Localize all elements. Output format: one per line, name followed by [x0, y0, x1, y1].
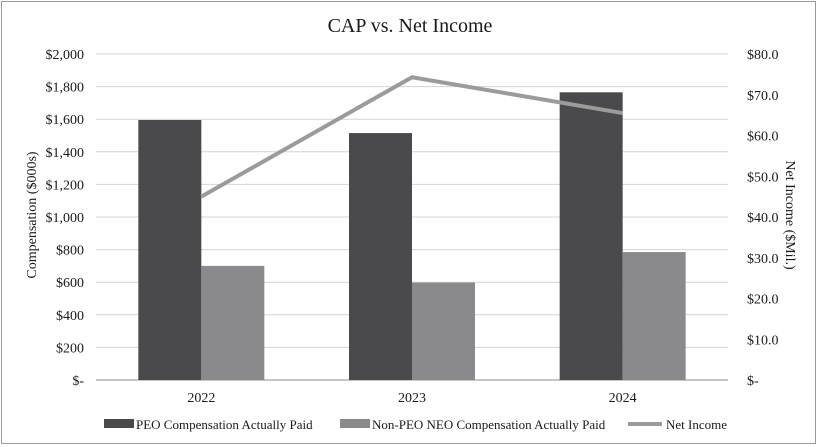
- y2-tick-label: $10.0: [747, 333, 779, 348]
- non-peo-neo-cap-bar: [412, 282, 475, 380]
- y-tick-label: $400: [56, 309, 84, 324]
- y-tick-label: $1,000: [46, 211, 85, 226]
- y-tick-label: $1,600: [46, 113, 85, 128]
- net-income-line-group: [200, 75, 624, 199]
- legend-non-peo-neo-cap-label: Non-PEO NEO Compensation Actually Paid: [372, 417, 606, 432]
- y-tick-label: $-: [72, 374, 84, 389]
- left-axis-ticks: $- $200 $400 $600 $800 $1,000 $1,200 $1,400 $1,6…: [46, 48, 85, 389]
- x-tick-label: 2023: [398, 391, 426, 406]
- y2-tick-label: $40.0: [747, 211, 779, 226]
- y2-tick-label: $20.0: [747, 293, 779, 308]
- legend-peo-cap-label: PEO Compensation Actually Paid: [136, 417, 313, 432]
- net-income-line: [200, 75, 624, 199]
- y2-tick-label: $80.0: [747, 48, 779, 63]
- y2-tick-label: $60.0: [747, 130, 779, 145]
- y-tick-label: $200: [56, 341, 84, 356]
- legend-peo-cap-swatch: [104, 419, 134, 428]
- x-axis-ticks: 2022 2023 2024: [187, 391, 636, 406]
- peo-cap-bar: [559, 92, 623, 381]
- x-tick-label: 2022: [187, 391, 215, 406]
- y-axis-title: Compensation ($000s): [25, 151, 40, 278]
- chart-title: CAP vs. Net Income: [328, 15, 493, 37]
- x-tick-label: 2024: [609, 391, 637, 406]
- y2-tick-label: $70.0: [747, 89, 779, 104]
- non-peo-neo-cap-bar: [622, 252, 686, 380]
- peo-cap-bar: [138, 120, 202, 380]
- y2-tick-label: $30.0: [747, 252, 779, 267]
- y2-tick-label: $-: [747, 374, 759, 389]
- y-tick-label: $1,400: [46, 146, 85, 161]
- legend: PEO Compensation Actually Paid Non-PEO NE…: [104, 417, 727, 432]
- legend-non-peo-neo-cap-swatch: [340, 419, 370, 428]
- y-tick-label: $800: [56, 244, 84, 259]
- y2-tick-label: $50.0: [747, 170, 779, 185]
- right-axis-ticks: $- $10.0 $20.0 $30.0 $40.0 $50.0 $60.0 $70.0 $80…: [747, 48, 779, 389]
- y-tick-label: $600: [56, 276, 84, 291]
- bars: [138, 92, 686, 381]
- y2-axis-title: Net Income ($Mil.): [782, 160, 797, 270]
- non-peo-neo-cap-bar: [201, 265, 265, 380]
- y-tick-label: $1,200: [46, 178, 85, 193]
- peo-cap-bar: [349, 133, 412, 380]
- legend-net-income-label: Net Income: [666, 417, 727, 432]
- y-tick-label: $2,000: [46, 48, 85, 63]
- y-tick-label: $1,800: [46, 81, 85, 96]
